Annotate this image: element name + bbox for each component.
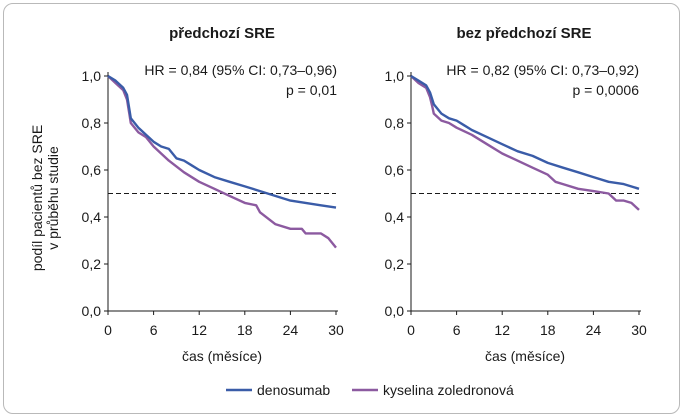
y-tick-label: 0,6 bbox=[385, 162, 405, 178]
x-tick-label: 30 bbox=[631, 322, 647, 338]
series-zoledronic-acid-line bbox=[107, 75, 337, 249]
y-axis-label: podíl pacientů bez SRE v průběhu studie bbox=[29, 125, 61, 271]
y-tick-label: 0,0 bbox=[82, 303, 102, 319]
series-denosumab-line bbox=[107, 74, 337, 209]
legend-label-denosumab: denosumab bbox=[257, 382, 330, 398]
legend-label-zoledronic-acid: kyselina zoledronová bbox=[383, 382, 514, 398]
y-tick-label: 0,4 bbox=[82, 209, 102, 225]
panel-2-annotation-hr: HR = 0,82 (95% CI: 0,73–0,92) bbox=[446, 62, 639, 78]
y-tick-label: 0,2 bbox=[385, 256, 405, 272]
y-tick-label: 0,0 bbox=[385, 303, 405, 319]
x-tick-label: 6 bbox=[453, 322, 461, 338]
panel-2-annotation-p: p = 0,0006 bbox=[572, 82, 639, 98]
series-zoledronic-acid-line bbox=[410, 75, 640, 211]
legend: denosumab kyselina zoledronová bbox=[226, 382, 514, 398]
series-denosumab-line bbox=[410, 74, 640, 190]
panel-no-prior-sre: 0,0 0,2 0,4 0,6 0,8 1,0 0 6 12 18 24 30 bbox=[385, 68, 647, 338]
panel-2-x-axis-label: čas (měsíce) bbox=[485, 348, 565, 364]
x-tick-label: 0 bbox=[407, 322, 415, 338]
x-tick-label: 24 bbox=[586, 322, 602, 338]
x-tick-label: 18 bbox=[540, 322, 556, 338]
x-tick-label: 12 bbox=[494, 322, 510, 338]
x-tick-label: 12 bbox=[191, 322, 207, 338]
panel-1-x-axis-label: čas (měsíce) bbox=[182, 348, 262, 364]
x-tick-label: 24 bbox=[283, 322, 299, 338]
panel-1-annotation-p: p = 0,01 bbox=[286, 82, 337, 98]
y-tick-label: 1,0 bbox=[82, 68, 102, 84]
y-tick-label: 1,0 bbox=[385, 68, 405, 84]
figure-frame bbox=[3, 3, 680, 414]
y-axis-label-line-1: podíl pacientů bez SRE bbox=[29, 125, 45, 271]
x-tick-label: 6 bbox=[150, 322, 158, 338]
y-tick-label: 0,8 bbox=[82, 115, 102, 131]
panel-1-title: předchozí SRE bbox=[169, 25, 275, 42]
y-tick-label: 0,6 bbox=[82, 162, 102, 178]
panel-1-annotation-hr: HR = 0,84 (95% CI: 0,73–0,96) bbox=[144, 62, 337, 78]
x-tick-label: 0 bbox=[104, 322, 112, 338]
panel-2-title: bez předchozí SRE bbox=[456, 25, 591, 42]
y-tick-label: 0,8 bbox=[385, 115, 405, 131]
y-axis-label-line-2: v průběhu studie bbox=[45, 146, 61, 250]
panel-prior-sre: 0,0 0,2 0,4 0,6 0,8 1,0 0 6 12 18 24 30 bbox=[82, 68, 344, 338]
x-tick-label: 30 bbox=[328, 322, 344, 338]
x-tick-label: 18 bbox=[237, 322, 253, 338]
y-tick-label: 0,4 bbox=[385, 209, 405, 225]
y-tick-label: 0,2 bbox=[82, 256, 102, 272]
